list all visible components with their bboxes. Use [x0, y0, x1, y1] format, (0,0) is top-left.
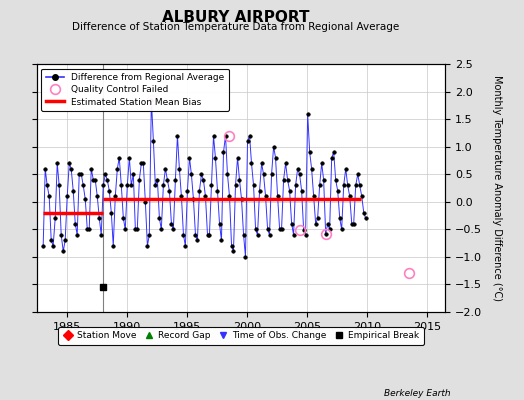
Y-axis label: Monthly Temperature Anomaly Difference (°C): Monthly Temperature Anomaly Difference (… [492, 75, 501, 301]
Legend: Difference from Regional Average, Quality Control Failed, Estimated Station Mean: Difference from Regional Average, Qualit… [41, 68, 229, 111]
Text: Berkeley Earth: Berkeley Earth [384, 389, 451, 398]
Legend: Station Move, Record Gap, Time of Obs. Change, Empirical Break: Station Move, Record Gap, Time of Obs. C… [58, 327, 424, 345]
Text: Difference of Station Temperature Data from Regional Average: Difference of Station Temperature Data f… [72, 22, 399, 32]
Text: ALBURY AIRPORT: ALBURY AIRPORT [162, 10, 310, 25]
